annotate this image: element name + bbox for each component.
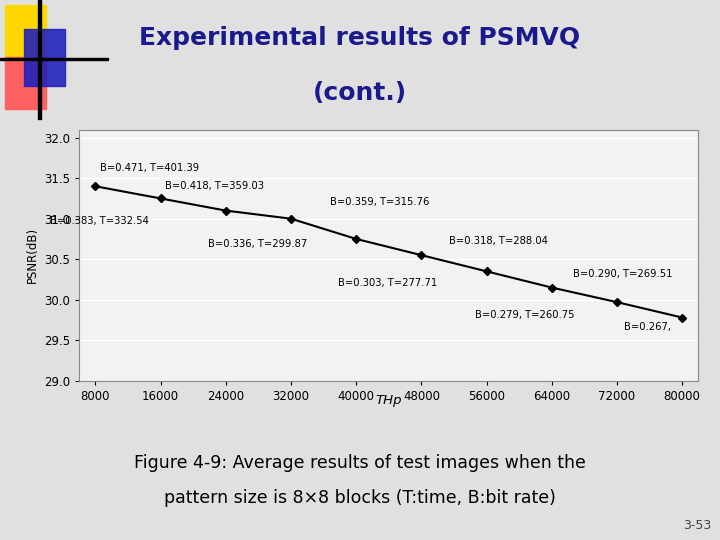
Text: B=0.471, T=401.39: B=0.471, T=401.39: [99, 163, 199, 173]
Bar: [0, 58, 108, 60]
Text: (cont.): (cont.): [313, 81, 407, 105]
Text: B=0.267,: B=0.267,: [624, 322, 671, 332]
Bar: [6, 5, 46, 57]
Bar: [24, 29, 65, 85]
Text: Experimental results of PSMVQ: Experimental results of PSMVQ: [140, 26, 580, 50]
Text: B=0.359, T=315.76: B=0.359, T=315.76: [330, 197, 429, 207]
Text: B=0.336, T=299.87: B=0.336, T=299.87: [207, 239, 307, 249]
Text: B=0.318, T=288.04: B=0.318, T=288.04: [449, 237, 548, 246]
Bar: [38, 0, 40, 119]
Text: B=0.383, T=332.54: B=0.383, T=332.54: [50, 215, 148, 226]
Text: THp: THp: [376, 394, 402, 408]
Bar: [6, 57, 46, 109]
Text: B=0.279, T=260.75: B=0.279, T=260.75: [475, 310, 575, 320]
Text: B=0.290, T=269.51: B=0.290, T=269.51: [572, 269, 672, 279]
Text: Figure 4-9: Average results of test images when the: Figure 4-9: Average results of test imag…: [134, 454, 586, 471]
Text: pattern size is 8×8 blocks (T:time, B:bit rate): pattern size is 8×8 blocks (T:time, B:bi…: [164, 489, 556, 507]
Text: B=0.418, T=359.03: B=0.418, T=359.03: [165, 181, 264, 191]
Text: 3-53: 3-53: [683, 518, 711, 532]
Text: B=0.303, T=277.71: B=0.303, T=277.71: [338, 278, 437, 288]
Y-axis label: PSNR(dB): PSNR(dB): [25, 227, 38, 283]
